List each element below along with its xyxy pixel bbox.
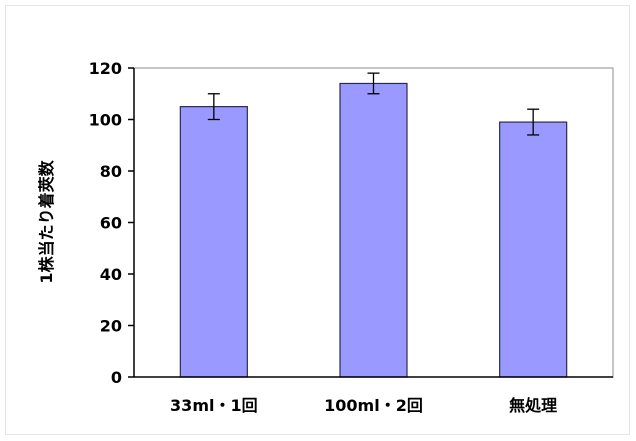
chart-frame <box>5 5 630 435</box>
bar <box>499 121 568 378</box>
error-bar <box>207 93 220 121</box>
x-category-label: 100ml・2回 <box>324 396 423 415</box>
y-tick-label: 20 <box>100 317 122 336</box>
bar <box>339 82 408 378</box>
y-tick-label: 100 <box>89 111 122 130</box>
x-category-label: 33ml・1回 <box>170 396 258 415</box>
y-tick-label: 80 <box>100 162 122 181</box>
error-bar <box>367 72 380 95</box>
y-tick-label: 40 <box>100 265 122 284</box>
error-bar <box>527 108 540 136</box>
bar <box>179 106 248 378</box>
y-tick-label: 120 <box>89 59 122 78</box>
y-tick-label: 60 <box>100 214 122 233</box>
y-axis-label: 1株当たり着莢数 <box>37 159 56 283</box>
x-category-label: 無処理 <box>509 396 557 415</box>
y-tick-label: 0 <box>111 368 122 387</box>
